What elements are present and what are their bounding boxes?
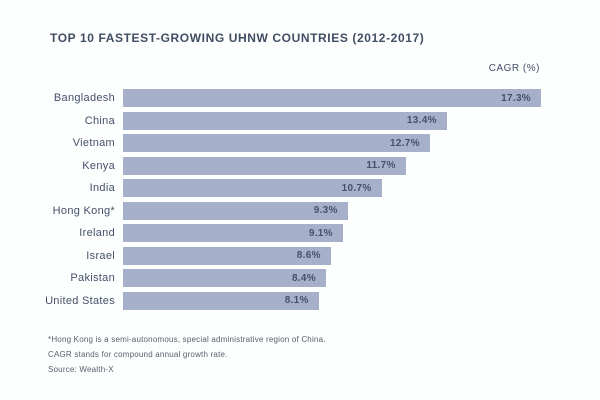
- bar: 8.4%: [123, 269, 326, 288]
- bar: 8.6%: [123, 246, 331, 265]
- bar-value-label: 13.4%: [406, 115, 437, 127]
- chart-title: TOP 10 FASTEST-GROWING UHNW COUNTRIES (2…: [50, 31, 425, 45]
- bar-value-label: 8.4%: [291, 272, 316, 284]
- bar-value-label: 12.7%: [389, 137, 420, 149]
- bar: 11.7%: [123, 156, 406, 175]
- category-label: Hong Kong*: [52, 204, 115, 217]
- chart-row: Vietnam 12.7%: [0, 132, 541, 155]
- footnotes: *Hong Kong is a semi-autonomous, special…: [48, 332, 326, 377]
- bar-area: 17.3%: [123, 89, 541, 108]
- bar-area: 12.7%: [123, 134, 541, 153]
- bar: 12.7%: [123, 134, 430, 153]
- bar-area: 8.4%: [123, 269, 541, 288]
- chart-row: United States 8.1%: [0, 290, 541, 313]
- chart-rows: Bangladesh 17.3% China 13.4% Vietnam 12.7% Ken…: [0, 87, 541, 312]
- bar-value-label: 10.7%: [341, 182, 372, 194]
- category-label: Israel: [86, 249, 115, 262]
- bar-area: 13.4%: [123, 111, 541, 130]
- bar-area: 11.7%: [123, 156, 541, 175]
- bar-area: 8.6%: [123, 246, 541, 265]
- footnote-cagr: CAGR stands for compound annual growth r…: [48, 350, 228, 359]
- bar-value-label: 9.3%: [313, 205, 338, 217]
- bar-value-label: 17.3%: [501, 92, 531, 104]
- footnote-hong-kong: *Hong Kong is a semi-autonomous, special…: [48, 335, 326, 344]
- chart-row: China 13.4%: [0, 110, 541, 133]
- category-label: Pakistan: [70, 272, 115, 285]
- bar-value-label: 8.6%: [296, 250, 321, 262]
- category-label: Bangladesh: [53, 92, 115, 105]
- bar-value-label: 8.1%: [284, 295, 309, 307]
- bar-value-label: 11.7%: [366, 160, 396, 172]
- bar-area: 8.1%: [123, 291, 541, 310]
- category-label: United States: [45, 294, 115, 307]
- bar: 9.1%: [123, 224, 343, 243]
- bar: 13.4%: [123, 111, 447, 130]
- bar-area: 9.3%: [123, 201, 541, 220]
- category-label: Ireland: [79, 227, 115, 240]
- bar: 10.7%: [123, 179, 382, 198]
- chart-row: Israel 8.6%: [0, 245, 541, 268]
- bar: 9.3%: [123, 201, 348, 220]
- footnote-source: Source: Wealth-X: [48, 365, 114, 374]
- value-axis-label: CAGR (%): [488, 63, 540, 74]
- bar: 8.1%: [123, 291, 319, 310]
- category-label: Vietnam: [72, 137, 115, 150]
- category-label: China: [84, 114, 115, 127]
- bar-area: 9.1%: [123, 224, 541, 243]
- category-label: Kenya: [82, 159, 115, 172]
- bar-area: 10.7%: [123, 179, 541, 198]
- chart-row: Pakistan 8.4%: [0, 267, 541, 290]
- bar-value-label: 9.1%: [308, 227, 333, 239]
- chart-row: Hong Kong* 9.3%: [0, 200, 541, 223]
- chart-row: India 10.7%: [0, 177, 541, 200]
- chart-row: Ireland 9.1%: [0, 222, 541, 245]
- chart-row: Kenya 11.7%: [0, 155, 541, 178]
- chart-row: Bangladesh 17.3%: [0, 87, 541, 110]
- category-label: India: [89, 182, 115, 195]
- bar: 17.3%: [123, 89, 541, 108]
